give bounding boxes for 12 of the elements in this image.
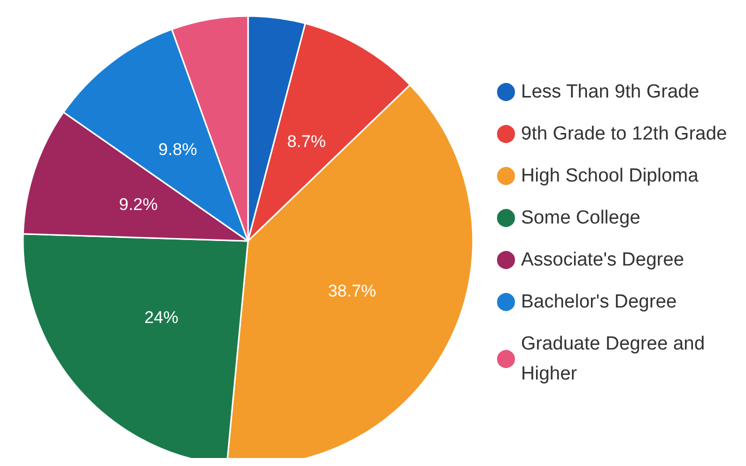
data-label: 9.2%: [119, 195, 158, 214]
legend-label: Graduate Degree and Higher: [521, 334, 710, 384]
data-label: 24%: [144, 308, 178, 327]
data-label: 38.7%: [328, 282, 376, 301]
legend-label: High School Diploma: [521, 166, 699, 186]
data-label: 9.8%: [158, 140, 198, 159]
legend-label: Bachelor's Degree: [521, 292, 677, 312]
legend-label: Less Than 9th Grade: [521, 82, 700, 102]
legend-label: Associate's Degree: [521, 250, 684, 270]
legend-label: Some College: [521, 208, 640, 228]
data-label: 8.7%: [287, 132, 326, 151]
legend-label: 9th Grade to 12th Grade: [521, 124, 727, 144]
